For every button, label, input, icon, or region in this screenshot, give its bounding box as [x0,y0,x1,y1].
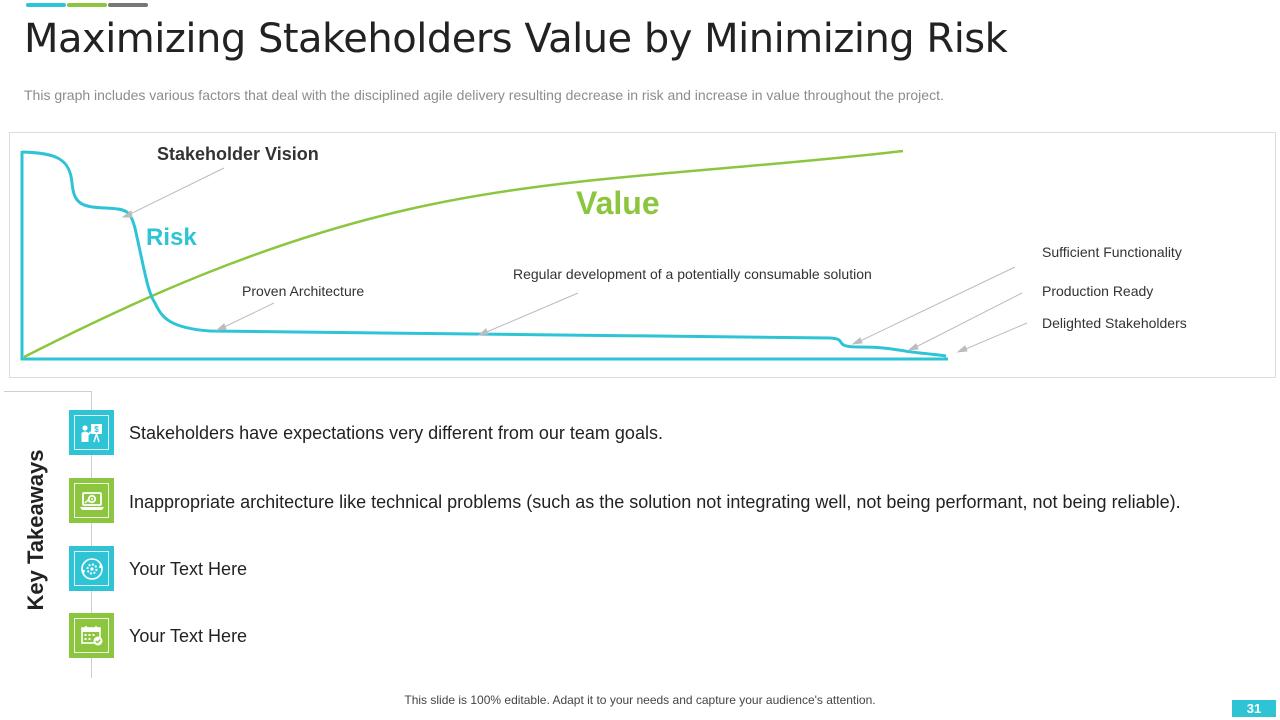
accent-bar-gray [108,3,148,7]
label-regular-development: Regular development of a potentially con… [513,266,872,282]
label-delighted-stakeholders: Delighted Stakeholders [1042,315,1187,331]
takeaway-icon-2 [69,478,114,523]
label-risk: Risk [146,224,197,251]
value-curve [23,149,904,359]
presentation-icon: $ [81,423,102,442]
takeaway-text-2: Inappropriate architecture like technica… [129,492,1181,512]
takeaways-divider-vertical [91,392,92,678]
label-value: Value [576,185,660,221]
takeaway-icon-4 [69,613,114,658]
page-subtitle: This graph includes various factors that… [24,87,944,103]
label-sufficient-functionality: Sufficient Functionality [1042,244,1182,260]
takeaway-icon-3 [69,546,114,591]
takeaway-text-3: Your Text Here [129,559,248,579]
gear-cycle-icon [80,557,103,580]
accent-bar-teal [26,3,66,7]
page-number-badge: 31 [1232,700,1276,717]
takeaways-divider-horizontal [4,391,92,392]
takeaway-text-1: Stakeholders have expectations very diff… [129,423,663,443]
label-production-ready: Production Ready [1042,283,1154,299]
takeaway-text-4: Your Text Here [129,626,248,646]
calendar-check-icon [80,625,102,645]
graph-canvas [20,149,1028,361]
label-proven-architecture: Proven Architecture [242,283,365,299]
label-stakeholder-vision: Stakeholder Vision [157,144,319,164]
key-takeaways-heading: Key Takeaways [23,449,48,611]
page-title: Maximizing Stakeholders Value by Minimiz… [24,16,1008,62]
takeaway-icon-1: $ [69,410,114,455]
risk-value-graph: Stakeholder Vision Risk Value Proven Arc… [9,132,1276,378]
laptop-gear-icon [79,491,104,510]
graph-axes [20,151,948,361]
footer-note: This slide is 100% editable. Adapt it to… [404,693,876,707]
accent-bar-green [67,3,107,7]
svg-text:$: $ [94,425,99,434]
pointer-lines [121,167,1028,353]
risk-curve [21,150,947,358]
